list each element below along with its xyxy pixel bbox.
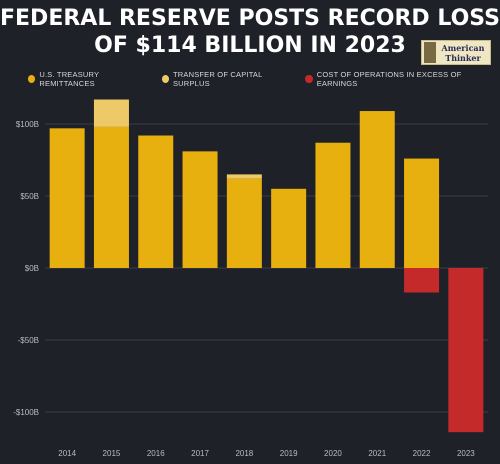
bar-2019-series-0 [271,188,307,268]
bar-2017-series-0 [182,151,218,268]
x-tick-label: 2015 [103,449,121,458]
legend-item-remittances: U.S. TREASURY REMITTANCES [28,70,148,88]
x-tick-label: 2019 [280,449,298,458]
bar-2016-series-0 [138,135,174,268]
bar-2023-series-2 [448,268,484,433]
logo-line-2: Thinker [445,52,481,63]
chart-title-line-1: FEDERAL RESERVE POSTS RECORD LOSS [0,6,500,31]
x-tick-label: 2016 [147,449,165,458]
y-tick-label: $100B [16,120,39,129]
bar-2015-series-1 [93,99,129,127]
flag-icon [424,42,436,63]
x-tick-label: 2020 [324,449,342,458]
x-tick-label: 2014 [58,449,76,458]
x-tick-label: 2022 [413,449,431,458]
legend-swatch-surplus [161,75,169,83]
legend-label-cost: COST OF OPERATIONS IN EXCESS OF EARNINGS [316,70,462,88]
y-tick-label: $0B [25,264,39,273]
logo-line-1: American [441,42,485,53]
y-tick-label: $50B [20,192,39,201]
bar-2022-series-2 [404,268,440,293]
logo-text: American Thinker [436,43,490,63]
y-tick-label: -$100B [13,408,39,417]
legend-label-remittances: U.S. TREASURY REMITTANCES [39,70,100,88]
x-tick-label: 2018 [235,449,253,458]
bar-2021-series-0 [359,111,395,268]
bar-2018-series-0 [226,178,262,268]
bar-2020-series-0 [315,142,351,268]
legend-swatch-remittances [28,75,36,83]
x-tick-label: 2017 [191,449,209,458]
bar-2014-series-0 [49,128,85,268]
legend-label-surplus: TRANSFER OF CAPITAL SURPLUS [172,70,263,88]
y-tick-label: -$50B [18,336,39,345]
chart-legend: U.S. TREASURY REMITTANCES TRANSFER OF CA… [28,70,490,88]
x-tick-label: 2021 [368,449,386,458]
x-tick-label: 2023 [457,449,475,458]
american-thinker-logo: American Thinker [421,40,491,65]
bar-2022-series-0 [404,158,440,268]
bar-2018-series-1 [226,174,262,179]
legend-item-surplus: TRANSFER OF CAPITAL SURPLUS [161,70,292,88]
bar-2015-series-0 [93,126,129,268]
legend-swatch-cost [305,75,313,83]
legend-item-cost: COST OF OPERATIONS IN EXCESS OF EARNINGS [305,70,490,88]
chart-title-line-2: OF $114 BILLION IN 2023 [94,33,406,58]
